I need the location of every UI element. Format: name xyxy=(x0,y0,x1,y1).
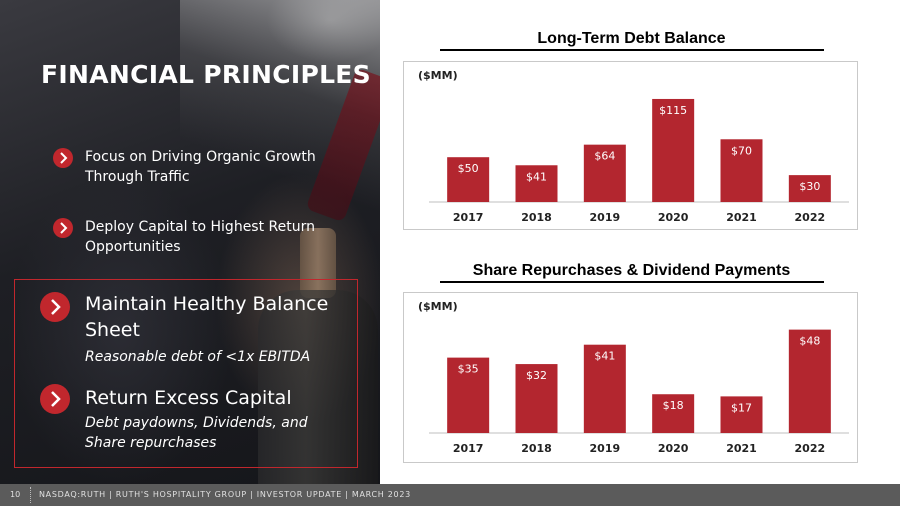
chevron-right-icon xyxy=(40,384,70,414)
chevron-right-icon xyxy=(53,148,73,168)
x-tick-label: 2021 xyxy=(726,211,757,224)
data-label: $41 xyxy=(526,170,547,183)
chevron-right-icon xyxy=(40,292,70,322)
chart-title-debt: Long-Term Debt Balance xyxy=(537,30,726,47)
bar-2017 xyxy=(447,157,490,202)
unit-label: ($MM) xyxy=(418,300,458,313)
bar-2022 xyxy=(788,329,831,433)
data-label: $17 xyxy=(731,401,752,414)
x-tick-label: 2017 xyxy=(453,442,484,455)
data-label: $50 xyxy=(458,162,479,175)
x-tick-label: 2018 xyxy=(521,442,552,455)
x-tick-label: 2017 xyxy=(453,211,484,224)
footer-text: NASDAQ:RUTH | RUTH'S HOSPITALITY GROUP |… xyxy=(39,490,411,499)
chart-title-rule xyxy=(440,281,824,283)
bar-2020 xyxy=(652,98,695,202)
data-label: $32 xyxy=(526,369,547,382)
bar-2021 xyxy=(720,396,763,433)
photo-bottle xyxy=(258,290,378,484)
bar-2022 xyxy=(788,175,831,202)
bar-2019 xyxy=(583,144,626,202)
highlight-heading: Return Excess Capital xyxy=(85,387,292,409)
bar-chart-debt: $50 2017 $41 2018 $64 2019 $115 2020 $70 2021 $30 2… xyxy=(429,98,849,224)
x-tick-label: 2022 xyxy=(795,442,826,455)
principle-text: Focus on Driving Organic Growth Through … xyxy=(85,149,316,185)
data-label: $70 xyxy=(731,144,752,157)
chart-debt-balance: ($MM) $50 2017 $41 2018 $64 2019 $115 2020 $70 20… xyxy=(403,61,858,230)
highlight-heading: Maintain Healthy Balance Sheet xyxy=(85,293,329,341)
footer-divider xyxy=(30,487,31,503)
bar-2018 xyxy=(515,165,558,202)
bar-2021 xyxy=(720,139,763,202)
x-tick-label: 2020 xyxy=(658,442,689,455)
page-title: FINANCIAL PRINCIPLES xyxy=(41,60,371,89)
x-tick-label: 2019 xyxy=(590,211,621,224)
data-label: $115 xyxy=(659,104,687,117)
data-label: $30 xyxy=(799,180,820,193)
chevron-right-icon xyxy=(53,218,73,238)
x-tick-label: 2021 xyxy=(726,442,757,455)
principle-text: Deploy Capital to Highest Return Opportu… xyxy=(85,219,315,255)
footer-bar: 10 NASDAQ:RUTH | RUTH'S HOSPITALITY GROU… xyxy=(0,484,900,506)
x-tick-label: 2019 xyxy=(590,442,621,455)
x-tick-label: 2020 xyxy=(658,211,689,224)
data-label: $41 xyxy=(594,350,615,363)
bar-2020 xyxy=(652,394,695,433)
chart-title-rule xyxy=(440,49,824,51)
x-tick-label: 2018 xyxy=(521,211,552,224)
data-label: $18 xyxy=(663,399,684,412)
bar-2019 xyxy=(583,344,626,433)
chart-title-repurchases: Share Repurchases & Dividend Payments xyxy=(472,262,791,279)
highlight-detail: Debt paydowns, Dividends, and Share repu… xyxy=(85,415,308,451)
data-label: $35 xyxy=(458,363,479,376)
unit-label: ($MM) xyxy=(418,69,458,82)
page-number: 10 xyxy=(10,490,21,499)
highlight-box xyxy=(14,279,358,468)
highlight-detail: Reasonable debt of <1x EBITDA xyxy=(85,349,311,365)
x-tick-label: 2022 xyxy=(795,211,826,224)
data-label: $48 xyxy=(799,335,820,348)
chart-repurchases-dividends: ($MM) $35 2017 $32 2018 $41 2019 $18 2020 $17 202… xyxy=(403,292,858,463)
bar-2017 xyxy=(447,357,490,433)
bar-2018 xyxy=(515,364,558,433)
photo-cork xyxy=(300,228,336,298)
data-label: $64 xyxy=(594,150,615,163)
bar-chart-repurchases: $35 2017 $32 2018 $41 2019 $18 2020 $17 2021 $48 20… xyxy=(429,329,849,455)
